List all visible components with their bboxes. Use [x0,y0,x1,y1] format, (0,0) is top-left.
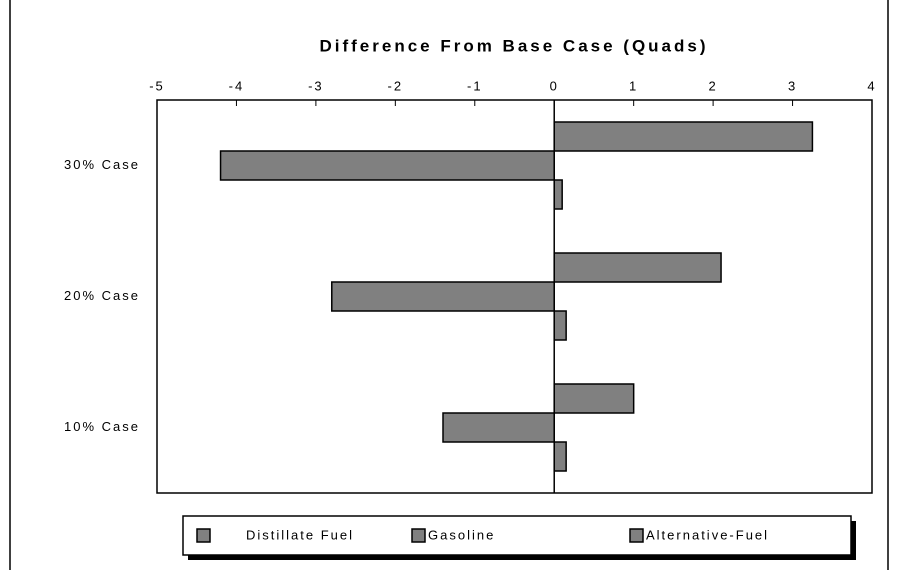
legend-label: Distillate Fuel [246,527,354,542]
legend-swatch [196,528,211,543]
legend-label: Alternative-Fuel [646,527,769,542]
chart-title: Difference From Base Case (Quads) [319,36,708,55]
bar [442,412,555,443]
y-tick-label: 20% Case [64,288,140,303]
legend-label: Gasoline [428,527,495,542]
bar [553,441,567,472]
bar [553,121,814,152]
bar [219,150,555,181]
bar [553,383,635,414]
bar [553,252,722,283]
legend-swatch [411,528,426,543]
legend-swatch [629,528,644,543]
x-tick-label: 4 [867,78,876,93]
x-tick-label: -5 [149,78,165,93]
x-tick-label: 0 [550,78,559,93]
legend-box [182,515,852,556]
bar [553,310,567,341]
x-tick-label: 2 [708,78,717,93]
x-tick-label: 1 [629,78,638,93]
x-tick-label: -4 [229,78,245,93]
y-tick-label: 10% Case [64,419,140,434]
x-tick-label: -3 [308,78,324,93]
x-tick-label: -1 [467,78,483,93]
x-tick-label: 3 [788,78,797,93]
bar [553,179,563,210]
x-tick-label: -2 [388,78,404,93]
y-tick-label: 30% Case [64,157,140,172]
bar [331,281,555,312]
